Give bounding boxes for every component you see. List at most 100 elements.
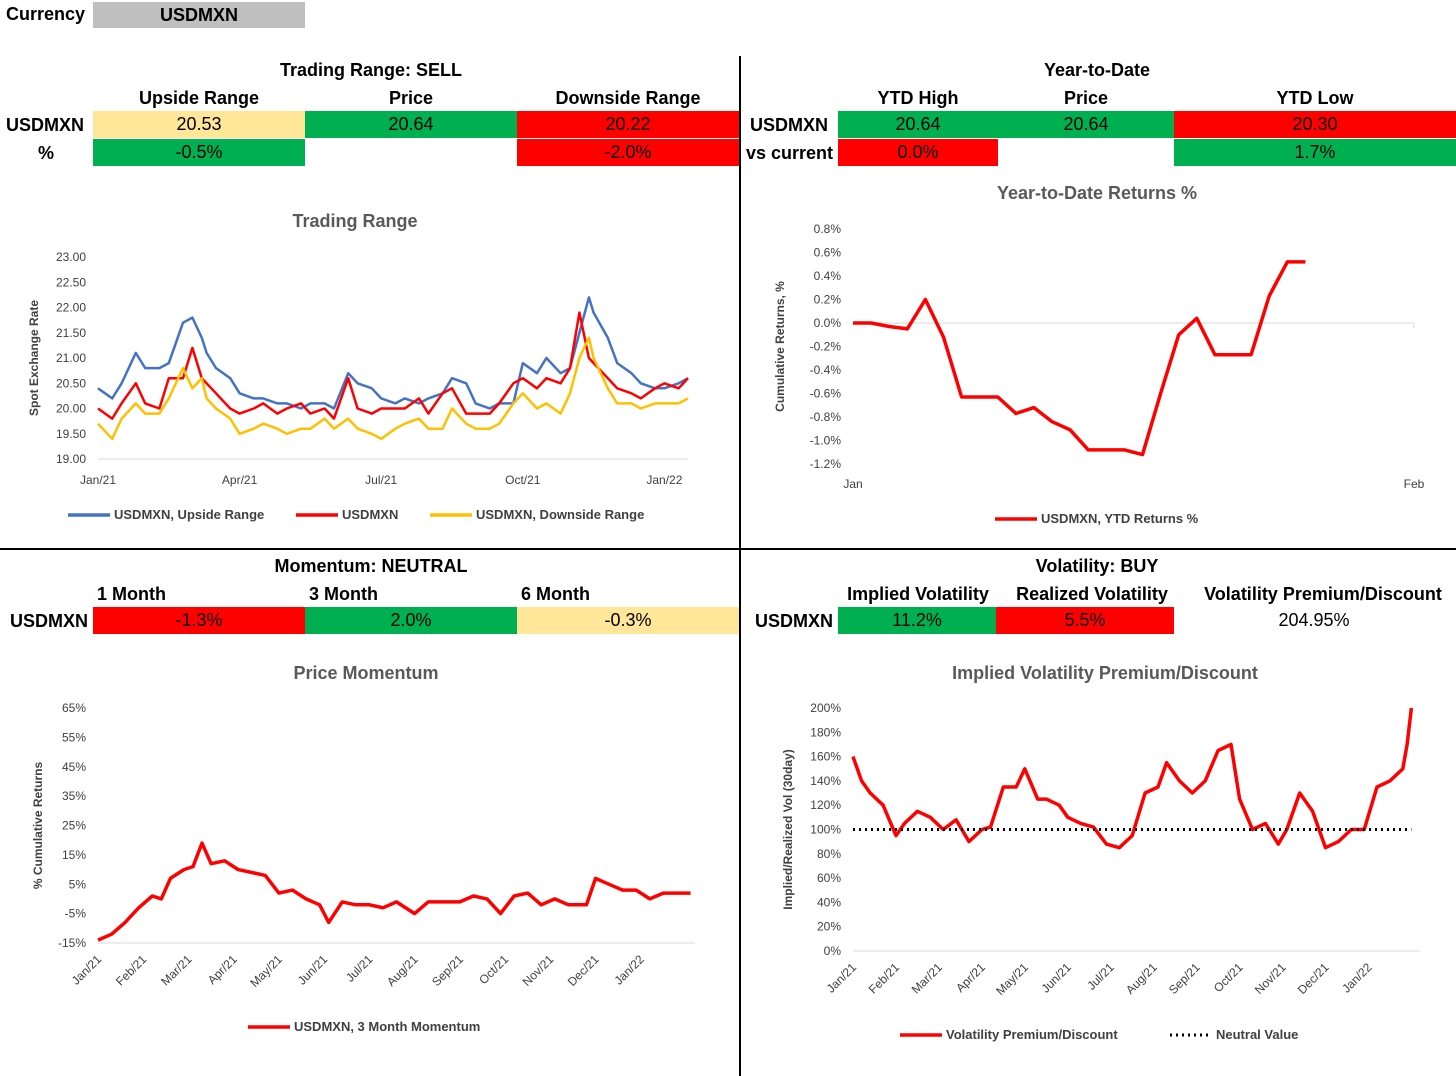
y-tick-label: 55%: [62, 730, 86, 744]
x-tick-label: Dec/21: [565, 952, 602, 989]
y-tick-label: 21.00: [56, 351, 86, 365]
y-tick-label: 22.00: [56, 301, 86, 315]
y-tick-label: 15%: [62, 848, 86, 862]
x-tick-label: Jun/21: [1039, 960, 1075, 996]
implied-vol-header: Implied Volatility: [847, 584, 989, 604]
implied-vol-value: 11.2%: [838, 607, 996, 634]
x-tick-label: Aug/21: [1123, 960, 1160, 997]
x-tick-label: Mar/21: [909, 960, 946, 997]
y-tick-label: 120%: [810, 798, 841, 812]
realized-vol-value: 5.5%: [996, 607, 1174, 634]
upside-range-pct: -0.5%: [93, 139, 305, 166]
x-tick-label: Jan/22: [1339, 960, 1375, 996]
legend-label: Neutral Value: [1216, 1027, 1298, 1042]
y-tick-label: 80%: [817, 847, 841, 861]
x-tick-label: May/21: [993, 960, 1031, 998]
ytd-price-value: 20.64: [998, 111, 1174, 138]
iv-premium-chart: 200% 180% 160% 140% 120% 100% 80% 60% 40% 20% 0% Im…: [781, 701, 1420, 1042]
x-tick-label: May/21: [247, 952, 285, 990]
x-tick-label: Sep/21: [1166, 960, 1203, 997]
y-tick-label: -0.6%: [810, 387, 842, 401]
trading-row-label: USDMXN: [6, 115, 85, 135]
y-tick-label: 22.50: [56, 275, 86, 289]
x-tick-label: Jul/21: [1084, 960, 1117, 993]
series-line-0: [97, 841, 691, 942]
trading-range-chart-title: Trading Range: [292, 211, 418, 231]
x-tick-label: Nov/21: [1252, 960, 1289, 997]
momentum-row-label: USDMXN: [10, 611, 89, 631]
y-tick-label: 23.00: [56, 250, 86, 264]
price-header: Price: [388, 88, 434, 108]
y-tick-label: 21.50: [56, 326, 86, 340]
y-tick-label: 0.0%: [814, 316, 842, 330]
y-tick-label: 19.50: [56, 427, 86, 441]
y-tick-label: 5%: [69, 877, 87, 891]
y-tick-label: -0.4%: [810, 363, 842, 377]
y-tick-label: -15%: [58, 936, 86, 950]
y-tick-label: 160%: [810, 750, 841, 764]
vol-premium-value: 204.95%: [1278, 610, 1350, 630]
trading-range-chart: 23.00 22.50 22.00 21.50 21.00 20.50 20.00 19.50…: [27, 250, 689, 522]
x-tick-label: Sep/21: [429, 952, 466, 989]
x-tick-label: Aug/21: [384, 952, 421, 989]
momentum-6m-header: 6 Month: [521, 584, 590, 604]
x-tick-label: Feb: [1404, 477, 1425, 491]
series-line-0: [851, 707, 1414, 850]
y-tick-label: 0.4%: [814, 269, 842, 283]
ytd-returns-chart: 0.8% 0.6% 0.4% 0.2% 0.0% -0.2% -0.4% -0.6% -0.8%…: [773, 222, 1425, 526]
x-tick-label: Feb/21: [866, 960, 903, 997]
trading-pct-label: %: [38, 143, 55, 163]
series-line-0: [853, 260, 1306, 457]
legend-label: USDMXN, YTD Returns %: [1041, 511, 1199, 526]
downside-range-header: Downside Range: [555, 88, 701, 108]
ytd-low-value: 20.30: [1174, 111, 1456, 138]
y-tick-label: 20.50: [56, 376, 86, 390]
currency-select[interactable]: USDMXN: [93, 2, 305, 28]
series-line-2: [97, 336, 689, 441]
legend-label: USDMXN, Downside Range: [476, 507, 644, 522]
x-tick-label: Oct/21: [476, 952, 511, 987]
momentum-title: Momentum: NEUTRAL: [274, 556, 468, 576]
series-line-0: [97, 296, 689, 410]
momentum-3m-header: 3 Month: [309, 584, 378, 604]
ytd-title: Year-to-Date: [1043, 60, 1151, 80]
momentum-1m-header: 1 Month: [97, 584, 166, 604]
y-tick-label: -0.2%: [810, 340, 842, 354]
ytd-pct-label: vs current: [746, 143, 834, 163]
ytd-row-label: USDMXN: [750, 115, 829, 135]
x-tick-label: Dec/21: [1295, 960, 1332, 997]
vol-premium-header: Volatility Premium/Discount: [1204, 584, 1442, 604]
y-tick-label: 100%: [810, 823, 841, 837]
y-tick-label: 60%: [817, 871, 841, 885]
volatility-title: Volatility: BUY: [1035, 556, 1159, 576]
downside-range-pct: -2.0%: [517, 139, 739, 166]
upside-range-value: 20.53: [93, 111, 305, 138]
x-tick-label: Jan: [843, 477, 862, 491]
y-tick-label: 20%: [817, 920, 841, 934]
ytd-low-pct: 1.7%: [1174, 139, 1456, 166]
y-axis-title: % Cumulative Returns: [31, 761, 45, 889]
momentum-1m-value: -1.3%: [93, 607, 305, 634]
y-tick-label: 40%: [817, 895, 841, 909]
ytd-high-value: 20.64: [838, 111, 998, 138]
legend-label: USDMXN: [342, 507, 398, 522]
trading-range-title: Trading Range: SELL: [279, 60, 462, 80]
y-tick-label: 25%: [62, 819, 86, 833]
x-tick-label: Oct/21: [505, 473, 541, 487]
x-tick-label: Jan/21: [824, 960, 860, 996]
momentum-3m-value: 2.0%: [305, 607, 517, 634]
legend-label: USDMXN, 3 Month Momentum: [294, 1019, 480, 1034]
quadrant-divider-vertical: [739, 56, 741, 1076]
momentum-6m-value: -0.3%: [517, 607, 739, 634]
x-tick-label: Oct/21: [1211, 960, 1246, 995]
y-tick-label: -5%: [65, 907, 87, 921]
x-tick-label: Apr/21: [205, 952, 240, 987]
price-momentum-chart-title: Price Momentum: [293, 663, 439, 683]
y-tick-label: 0.6%: [814, 246, 842, 260]
x-tick-label: Jun/21: [295, 952, 331, 988]
currency-label: Currency: [6, 4, 86, 24]
ytd-low-header: YTD Low: [1276, 88, 1354, 108]
price-momentum-chart: 65% 55% 45% 35% 25% 15% 5% -5% -15% % Cumulative …: [31, 701, 695, 1034]
ytd-returns-chart-title: Year-to-Date Returns %: [996, 183, 1198, 203]
ytd-price-header: Price: [1063, 88, 1109, 108]
